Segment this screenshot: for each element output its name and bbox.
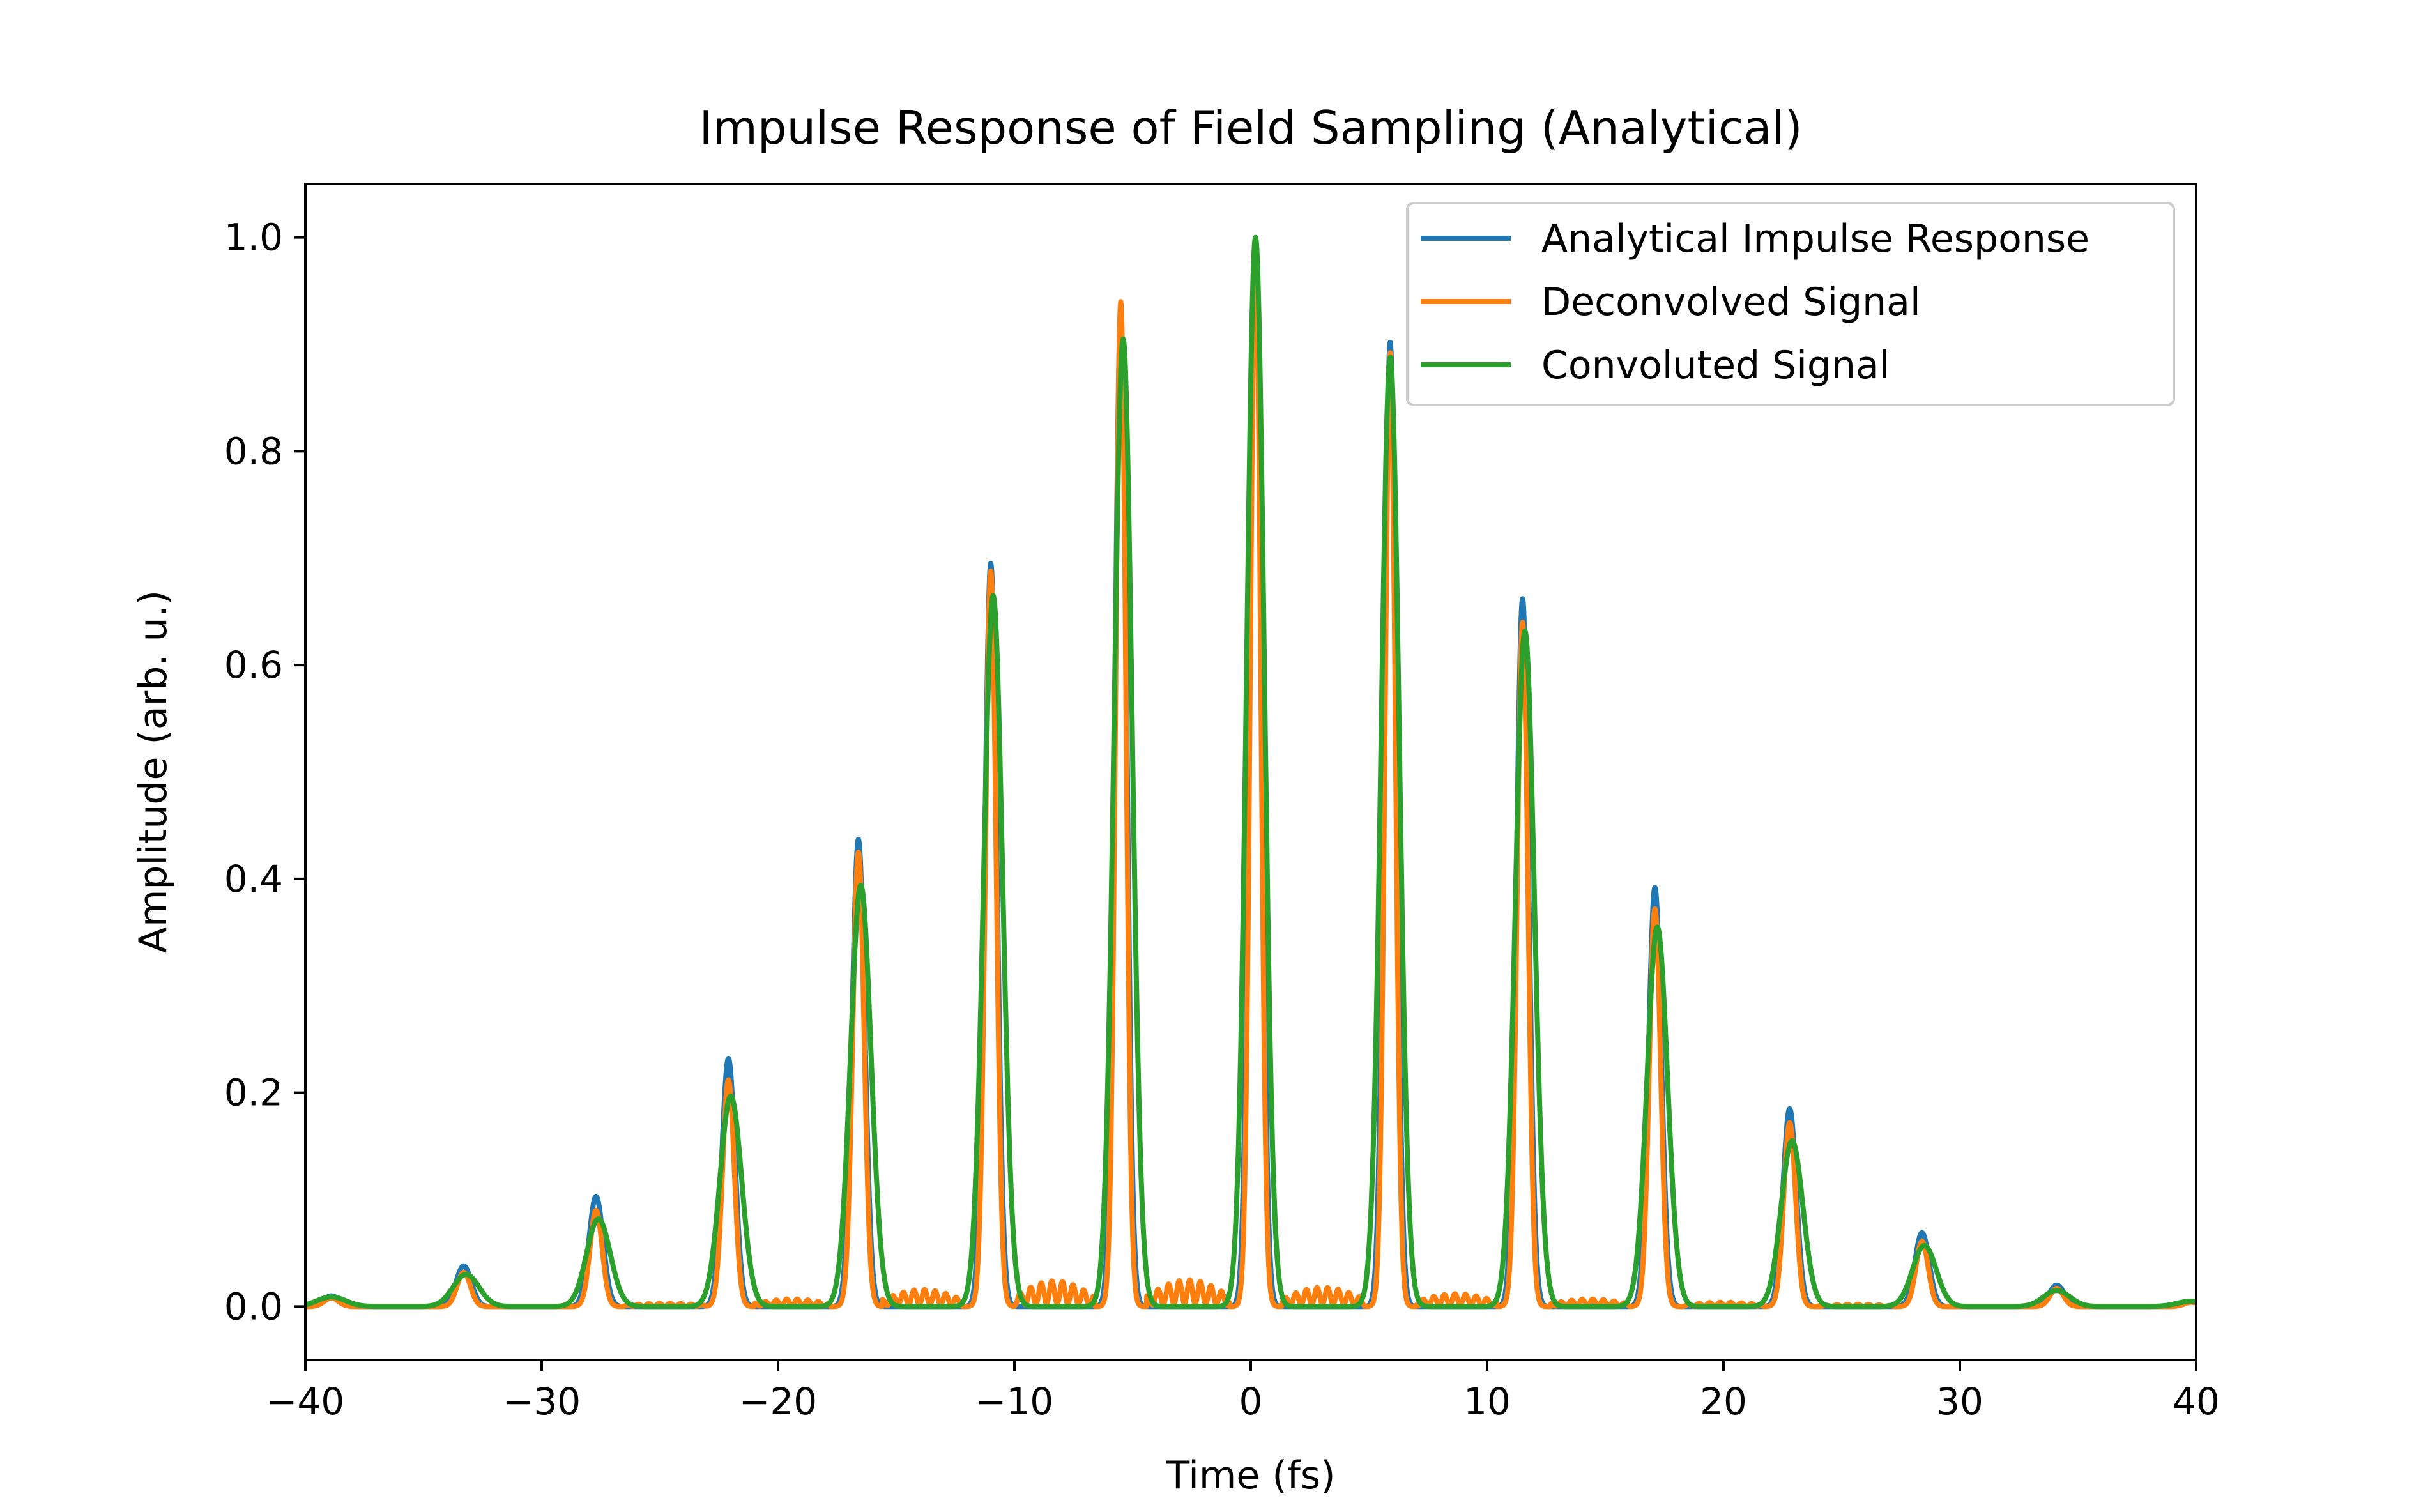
x-axis-label: Time (fs) bbox=[1165, 1453, 1335, 1498]
legend: Analytical Impulse Response Deconvolved … bbox=[1406, 202, 2175, 406]
y-axis-label: Amplitude (arb. u.) bbox=[131, 590, 176, 953]
series-layer bbox=[305, 234, 2196, 1310]
y-axis-ticks: 0.0 0.2 0.4 0.6 0.8 1.0 bbox=[224, 216, 305, 1328]
x-tick-label: 0 bbox=[1239, 1380, 1263, 1423]
y-tick-label: 0.2 bbox=[224, 1071, 283, 1115]
y-tick-label: 0.4 bbox=[224, 857, 283, 901]
x-tick-label: −40 bbox=[266, 1380, 344, 1423]
x-tick-label: −30 bbox=[503, 1380, 581, 1423]
x-tick-label: −10 bbox=[975, 1380, 1053, 1423]
x-tick-label: 20 bbox=[1700, 1380, 1747, 1423]
x-tick-label: 30 bbox=[1936, 1380, 1983, 1423]
legend-box bbox=[1406, 202, 2175, 406]
x-tick-label: −20 bbox=[739, 1380, 817, 1423]
legend-label-convoluted-signal: Convoluted Signal bbox=[1541, 343, 1890, 388]
y-tick-label: 0.6 bbox=[224, 643, 283, 687]
y-tick-label: 0.8 bbox=[224, 429, 283, 473]
series-line-convoluted-signal bbox=[305, 234, 2196, 1310]
x-tick-label: 40 bbox=[2173, 1380, 2220, 1423]
y-tick-label: 1.0 bbox=[224, 216, 283, 259]
chart-title: Impulse Response of Field Sampling (Anal… bbox=[699, 101, 1802, 155]
legend-label-deconvolved-signal: Deconvolved Signal bbox=[1541, 280, 1921, 325]
x-axis-ticks: −40 −30 −20 −10 0 10 20 30 40 bbox=[266, 1360, 2220, 1423]
legend-label-analytical-impulse-response: Analytical Impulse Response bbox=[1541, 217, 2089, 261]
x-tick-label: 10 bbox=[1463, 1380, 1511, 1423]
y-tick-label: 0.0 bbox=[224, 1285, 283, 1328]
